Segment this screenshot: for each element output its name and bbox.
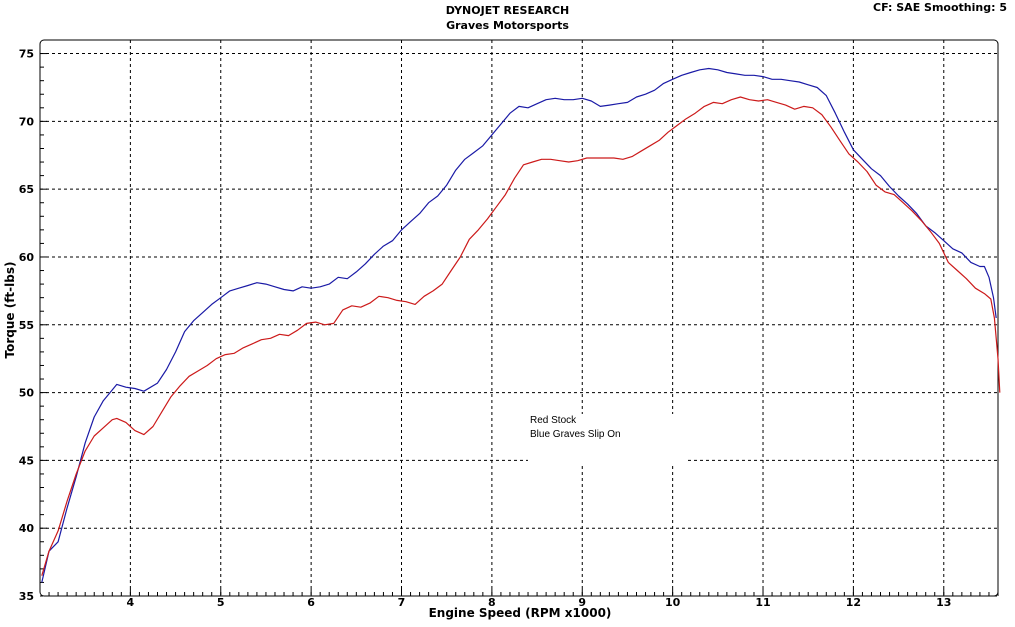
torque-curves bbox=[41, 67, 1001, 583]
x-tick-label-7: 7 bbox=[398, 596, 406, 609]
y-tick-label-50: 50 bbox=[19, 387, 35, 400]
tick-marks bbox=[40, 53, 999, 596]
y-tick-label-40: 40 bbox=[19, 522, 35, 535]
y-tick-label-75: 75 bbox=[19, 48, 34, 61]
y-tick-label-70: 70 bbox=[19, 115, 35, 128]
y-axis-label: Torque (ft-lbs) bbox=[3, 261, 17, 359]
legend-entry-blue-graves: Blue Graves Slip On bbox=[530, 429, 621, 440]
grid-lines bbox=[40, 40, 998, 597]
x-tick-label-13: 13 bbox=[936, 596, 951, 609]
legend-entry-red-stock: Red Stock bbox=[530, 415, 577, 426]
chart-title: DYNOJET RESEARCH bbox=[445, 4, 570, 17]
x-axis-label: Engine Speed (RPM x1000) bbox=[428, 606, 612, 620]
blue-graves-slip-on-curve bbox=[41, 67, 997, 583]
x-tick-label-12: 12 bbox=[846, 596, 861, 609]
x-tick-label-5: 5 bbox=[217, 596, 225, 609]
y-tick-label-45: 45 bbox=[19, 454, 34, 467]
y-tick-label-65: 65 bbox=[19, 183, 34, 196]
y-tick-label-55: 55 bbox=[19, 319, 34, 332]
x-tick-label-6: 6 bbox=[307, 596, 315, 609]
x-tick-label-11: 11 bbox=[755, 596, 770, 609]
x-tick-label-4: 4 bbox=[127, 596, 135, 609]
y-tick-label-35: 35 bbox=[19, 590, 34, 603]
chart-subtitle: Graves Motorsports bbox=[446, 19, 569, 32]
x-tick-label-8: 8 bbox=[488, 596, 496, 609]
y-tick-label-60: 60 bbox=[19, 251, 35, 264]
red-stock-curve bbox=[41, 96, 1001, 576]
plot-frame bbox=[39, 39, 999, 597]
x-tick-label-10: 10 bbox=[665, 596, 681, 609]
x-tick-label-9: 9 bbox=[578, 596, 586, 609]
correction-factor-info: CF: SAE Smoothing: 5 bbox=[873, 1, 1007, 14]
legend-box: Red Stock Blue Graves Slip On bbox=[528, 414, 686, 464]
